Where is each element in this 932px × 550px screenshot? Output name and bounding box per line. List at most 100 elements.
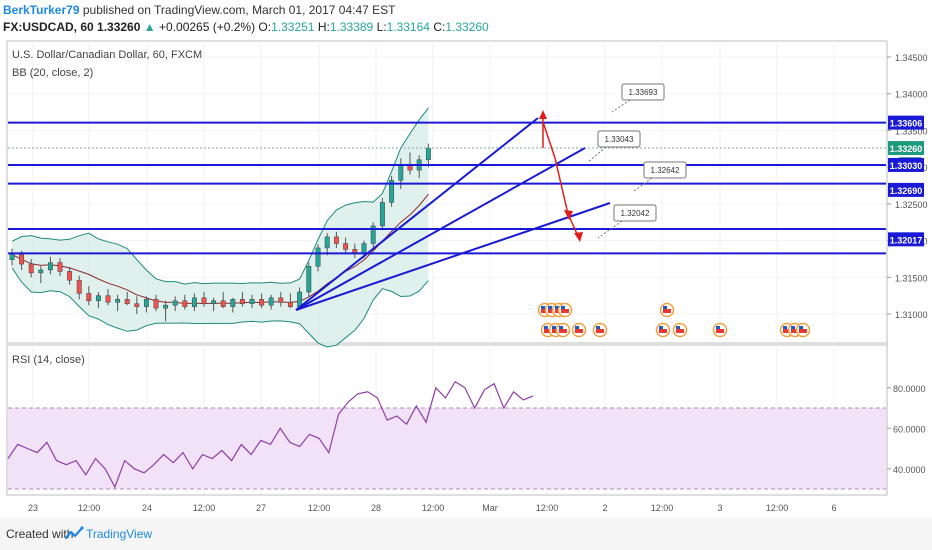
close-label: C: xyxy=(433,20,446,34)
candle-down xyxy=(278,297,284,303)
candle-up xyxy=(95,295,101,302)
candle-down xyxy=(201,297,207,304)
candle-up xyxy=(163,304,169,309)
arrow-seg-2 xyxy=(542,121,556,159)
event-flag-canton xyxy=(716,326,720,329)
high-value: 1.33389 xyxy=(329,20,374,34)
time-tick-label: 12:00 xyxy=(651,503,674,513)
time-tick-label: 3 xyxy=(717,503,722,513)
event-flag-canton xyxy=(561,306,565,309)
arrow-head-3 xyxy=(574,232,583,242)
candle-down xyxy=(259,299,265,306)
price-label-box xyxy=(888,182,924,197)
time-axis[interactable]: 23 12:00 24 12:00 27 12:00 28 12:00 Mar 12:00 2 12:… xyxy=(28,503,837,513)
time-tick-label: 12:00 xyxy=(766,503,789,513)
callout-box[interactable] xyxy=(621,83,665,101)
callout-box[interactable] xyxy=(643,161,687,179)
rsi-title[interactable]: RSI (14, close) xyxy=(12,354,85,366)
author-link[interactable]: BerkTurker79 xyxy=(3,3,80,17)
candle-up xyxy=(143,299,149,307)
event-flag-stripe xyxy=(559,329,567,333)
price-label-box xyxy=(888,115,924,130)
publish-info: published on TradingView.com, March 01, … xyxy=(82,3,396,17)
candle-up xyxy=(398,163,404,181)
bb-indicator-label[interactable]: BB (20, close, 2) xyxy=(12,67,93,79)
price-tick-label: 1.32500 xyxy=(895,200,928,210)
trend-line-1[interactable] xyxy=(295,117,539,311)
candle-up xyxy=(211,300,217,304)
trend-line-3[interactable] xyxy=(295,202,611,311)
price-callouts[interactable]: 1.33693 1.33043 1.32642 1.32042 xyxy=(587,83,687,239)
time-tick-label: 12:00 xyxy=(193,503,216,513)
change-value: +0.00265 (+0.2%) xyxy=(159,20,256,34)
event-flag-canton xyxy=(799,326,803,329)
chart-header: BerkTurker79 published on TradingView.co… xyxy=(0,0,932,38)
time-tick-label: 12:00 xyxy=(308,503,331,513)
price-tick-label: 1.31500 xyxy=(895,273,928,283)
event-flag-canton xyxy=(555,306,559,309)
candle-down xyxy=(76,279,82,294)
candle-down xyxy=(57,262,63,272)
event-flag-stripe xyxy=(799,329,807,333)
event-flag-stripe xyxy=(561,309,569,313)
economic-events[interactable] xyxy=(537,302,811,338)
candle-down xyxy=(220,300,226,307)
event-flag-stripe xyxy=(791,329,799,333)
callout-text: 1.33693 xyxy=(629,88,658,97)
event-flag-stripe xyxy=(596,329,604,333)
event-flag-canton xyxy=(791,326,795,329)
event-flag-canton xyxy=(541,306,545,309)
event-flag-canton xyxy=(676,326,680,329)
projection-arrows[interactable] xyxy=(539,110,583,242)
candle-down xyxy=(333,236,339,244)
price-tick-label: 1.34000 xyxy=(895,90,928,100)
candle-down xyxy=(67,271,73,281)
time-tick-label: 28 xyxy=(371,503,381,513)
candle-down xyxy=(124,299,130,304)
price-label-text: 1.33260 xyxy=(890,144,923,154)
event-flag-canton xyxy=(559,326,563,329)
low-label: L: xyxy=(376,20,387,34)
tradingview-brand[interactable]: TradingView xyxy=(86,527,153,541)
callout-leader xyxy=(597,220,623,239)
candle-down xyxy=(239,299,245,304)
candle-up xyxy=(172,300,178,306)
low-value: 1.33164 xyxy=(386,20,430,34)
symbol-label: FX:USDCAD, 60 xyxy=(3,20,94,34)
high-label: H: xyxy=(317,20,330,34)
event-flag-canton xyxy=(596,326,600,329)
created-with: Created with xyxy=(6,527,74,541)
candle-down xyxy=(134,303,140,307)
trend-lines[interactable] xyxy=(295,117,611,311)
last-price: 1.33260 xyxy=(97,20,141,34)
rsi-tick-label: 60.0000 xyxy=(893,424,926,434)
callout-box[interactable] xyxy=(597,130,641,148)
price-label-box xyxy=(888,232,924,247)
candle-up xyxy=(191,297,197,307)
candle-down xyxy=(28,263,34,274)
candle-down xyxy=(343,243,349,250)
rsi-line xyxy=(7,380,534,489)
price-label-text: 1.33606 xyxy=(890,119,923,129)
rsi-tick-label: 80.0000 xyxy=(893,384,926,394)
time-tick-label: 23 xyxy=(28,503,38,513)
horizontal-levels[interactable] xyxy=(8,121,886,255)
candle-down xyxy=(153,299,159,309)
candle-up xyxy=(38,269,44,274)
candle-up xyxy=(9,254,15,260)
event-flag-canton xyxy=(783,326,787,329)
time-tick-label: 12:00 xyxy=(536,503,559,513)
bb-lower-line xyxy=(11,267,429,348)
callout-box[interactable] xyxy=(613,204,657,222)
event-flag-canton xyxy=(659,326,663,329)
close-value: 1.33260 xyxy=(445,20,489,34)
price-label-text: 1.32690 xyxy=(890,186,923,196)
candle-up xyxy=(379,202,385,227)
candle-up xyxy=(361,243,367,255)
price-tick-label: 1.33500 xyxy=(895,126,928,136)
rsi-tick-label: 40.0000 xyxy=(893,465,926,475)
candle-up xyxy=(230,299,236,307)
trend-line-2[interactable] xyxy=(295,147,586,311)
rsi-axis[interactable]: 80.0000 60.0000 40.0000 xyxy=(887,384,926,475)
